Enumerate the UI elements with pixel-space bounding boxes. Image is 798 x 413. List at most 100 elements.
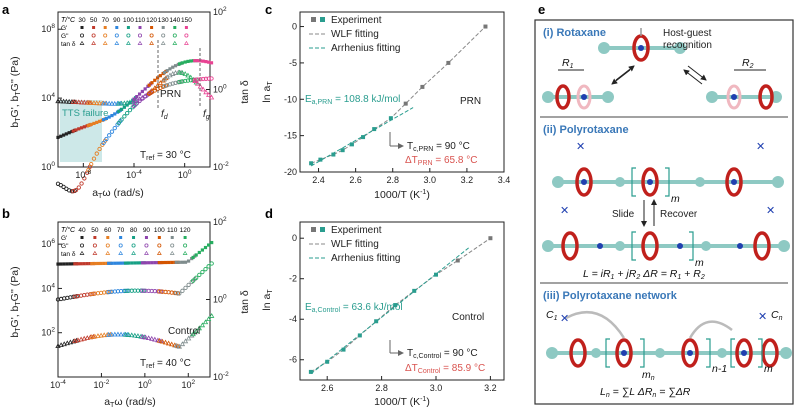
legend-wlf-d: WLF fitting [331,239,379,250]
legend-gdoubleprime-marker [131,243,136,248]
tandelta-point [96,100,103,106]
gprime-point [110,261,114,265]
m-label-bottom: m [695,257,704,269]
tandelta-point [157,80,164,85]
gdoubleprime-point [91,156,97,161]
legend-marker-experiment-d [311,227,316,232]
gdoubleprime-point [89,162,94,167]
tick-label: 102 [213,216,227,227]
tts-failure-label: TTS failure [62,108,108,119]
gprime-point [65,262,69,266]
legend-temp: 40 [78,227,86,234]
tandelta-point [66,98,72,104]
gprime-point [113,261,117,265]
gdoubleprime-point [73,187,79,193]
gprime-point [147,261,151,265]
tandelta-point [189,332,195,338]
gprime-point [150,261,154,265]
legend-gprime-marker [184,26,188,29]
m-label-top: m [671,193,680,205]
gdoubleprime-point [203,76,209,81]
x-tick-label: 3.4 [498,175,511,185]
ea-label-c: Ea,PRN = 108.8 kJ/mol [305,94,400,106]
tick-label: 108 [41,23,55,34]
gprime-point [90,261,94,266]
gdoubleprime-point [97,146,102,152]
svg-text:✕: ✕ [766,205,775,217]
sample-label-b: Control [168,326,200,337]
gprime-point [56,262,60,266]
tandelta-point [192,329,198,335]
tandelta-point [64,340,70,346]
panel-c: c 2.4 2.6 2.8 3.0 3.2 3.4 -20 -15 -10 -5 0 Experim… [261,2,510,201]
tandelta-point [89,334,95,339]
tandelta-point [100,100,107,106]
legend-gprime-marker [138,26,142,29]
legend-gdoubleprime-marker [114,33,119,38]
ylabel-c: ln aT [261,81,274,103]
tandelta-point [85,99,92,105]
xlabel-a: aTω (rad/s) [92,187,144,200]
tandelta-point [182,338,189,344]
tandelta-point [116,100,122,106]
legend-tandelta-marker [114,40,120,45]
legend-temp: 70 [102,17,110,24]
x-tick-label: 3.2 [484,383,497,393]
ticks-d: 2.6 2.8 3.0 3.2 -6 -4 -2 0 [289,233,497,393]
legend-temp: 100 [154,227,165,234]
tandelta-point [73,99,79,105]
legend-row-label: tan δ [61,41,76,48]
tandelta-point [179,70,186,75]
gprime-point [82,262,86,266]
polyrotaxane-bottom: ✕ ✕ [542,205,790,261]
mn-label: mn [642,369,655,382]
tandelta-point [152,336,158,342]
experiment-point [325,359,330,364]
legend-gdoubleprime-marker [149,33,154,38]
gprime-point [153,78,157,82]
tandelta-point [188,74,194,80]
experiment-point [388,116,393,121]
experiment-point [340,148,345,153]
diagram-frame [534,19,794,405]
wlf-fit-line [310,26,486,164]
gprime-point [85,262,89,266]
tandelta-point [55,98,61,104]
gdoubleprime-point [180,79,185,84]
legend-gdoubleprime-marker [105,243,110,248]
gdoubleprime-point [183,78,188,84]
tandelta-point [132,332,138,338]
arrow-right-down [687,65,707,81]
legend-gprime-marker [183,236,187,239]
legend-temp: 50 [91,227,99,234]
gprime-point [136,261,140,265]
gprime-point [68,262,72,266]
experiment-point [403,101,408,106]
legend-gprime-marker [80,236,84,239]
tandelta-point [81,99,88,105]
gprime-point [79,126,84,130]
legend-gdoubleprime-marker [170,243,175,248]
arrow-left-down [611,69,631,85]
gprime-point [195,59,200,63]
tandelta-point [75,337,81,343]
tandelta-point [209,313,215,318]
experiment-point [412,288,417,293]
tandelta-point [105,331,112,337]
curves-b [55,240,215,349]
legend-temp: 110 [135,17,146,24]
gprime-point [64,132,68,136]
legend-tandelta-marker [156,250,162,255]
legend-temp: 30 [78,17,86,24]
gprime-point [127,261,131,265]
legend-tandelta-marker [137,40,143,45]
legend-gdoubleprime-marker [144,243,149,248]
tandelta-point [182,71,188,76]
y-tick-label: -5 [289,58,297,68]
experiment-point [372,127,377,132]
recognition-label: recognition [663,40,712,51]
panel-b: b Control Tref = 40 °C T/°CG'G''tan δ40 5… [2,206,251,409]
tandelta-point [173,342,179,348]
tandelta-point [145,335,152,341]
svg-text:✕: ✕ [560,205,569,217]
